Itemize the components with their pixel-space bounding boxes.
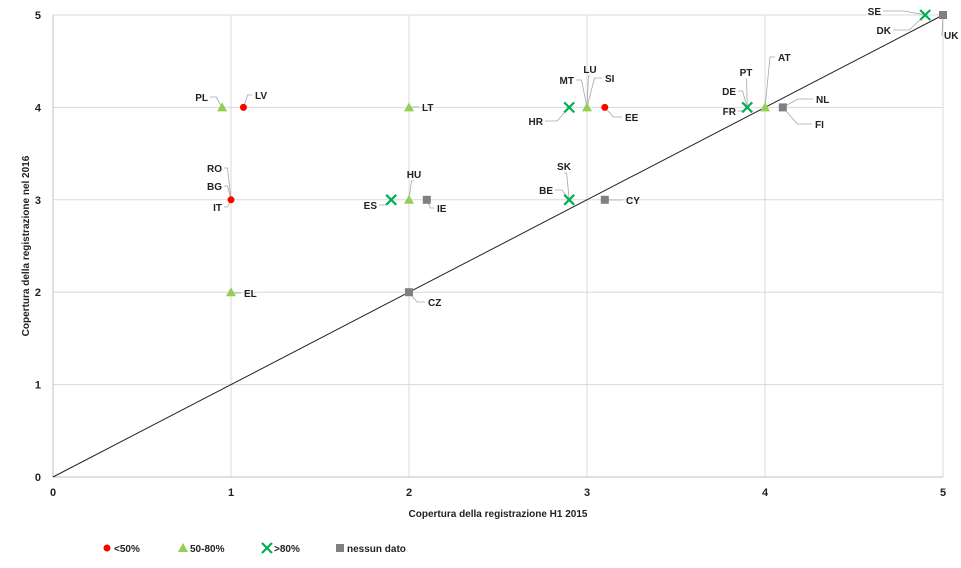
data-point: [582, 102, 592, 112]
data-point: [600, 195, 609, 204]
data-point: [422, 195, 431, 204]
legend-entry: nessun dato: [347, 544, 406, 555]
legend-marker: [336, 544, 344, 552]
point-label-ie: IE: [437, 204, 447, 215]
leader-line: [224, 185, 232, 200]
reference-line: [52, 14, 944, 478]
point-label-ro: RO: [207, 164, 222, 175]
leader-line: [564, 172, 570, 200]
point-label-se: SE: [868, 7, 882, 18]
leader-line: [586, 77, 602, 108]
point-label-nl: NL: [816, 95, 829, 106]
point-label-ee: EE: [625, 113, 639, 124]
point-label-el: EL: [244, 289, 257, 300]
leader-line: [604, 107, 622, 118]
point-label-sk: SK: [557, 162, 572, 173]
leader-line: [893, 14, 926, 31]
data-point: [563, 194, 575, 206]
point-label-hu: HU: [407, 170, 421, 181]
data-point: [601, 103, 609, 111]
legend-marker: [261, 542, 273, 554]
data-point: [226, 287, 236, 297]
leader-line: [210, 96, 223, 108]
leader-line: [576, 79, 588, 108]
point-label-de: DE: [722, 87, 736, 98]
data-point: [227, 196, 235, 204]
point-label-pt: PT: [740, 68, 753, 79]
legend-entry: >80%: [274, 544, 300, 555]
point-label-cz: CZ: [428, 298, 441, 309]
leader-line: [738, 90, 748, 108]
x-axis-title: Copertura della registrazione H1 2015: [409, 509, 588, 520]
point-label-it: IT: [213, 203, 222, 214]
x-tick-label: 3: [584, 487, 590, 499]
point-label-cy: CY: [626, 196, 640, 207]
x-tick-label: 5: [940, 487, 946, 499]
leader-line: [586, 75, 590, 108]
y-axis-title: Copertura della registrazione nel 2016: [21, 155, 32, 336]
leader-line: [782, 98, 813, 108]
leader-line: [883, 10, 926, 16]
data-point: [404, 102, 414, 112]
y-tick-label: 3: [35, 195, 41, 207]
data-point: [919, 9, 931, 21]
leader-line: [941, 14, 944, 36]
data-point: [405, 288, 413, 297]
leader-line: [408, 180, 414, 200]
leader-line: [746, 78, 748, 108]
data-point: [741, 101, 753, 114]
data-point: [404, 194, 414, 204]
point-label-bg: BG: [207, 182, 222, 193]
point-label-mt: MT: [560, 76, 574, 87]
data-point: [239, 103, 247, 111]
point-label-at: AT: [778, 53, 791, 64]
data-point: [385, 194, 397, 206]
y-tick-label: 5: [35, 10, 41, 22]
point-label-es: ES: [364, 201, 378, 212]
leader-line: [764, 56, 775, 108]
data-point: [778, 103, 787, 112]
point-label-fr: FR: [723, 107, 737, 118]
point-label-pl: PL: [195, 93, 208, 104]
point-label-hr: HR: [529, 117, 544, 128]
point-label-lt: LT: [422, 103, 433, 114]
point-label-be: BE: [539, 186, 553, 197]
point-label-si: SI: [605, 74, 615, 85]
x-tick-label: 1: [228, 487, 234, 499]
x-tick-label: 4: [762, 487, 769, 499]
leader-line: [243, 94, 252, 108]
data-point: [760, 102, 770, 112]
y-tick-label: 0: [35, 472, 41, 484]
y-tick-label: 4: [35, 102, 42, 114]
data-point: [563, 101, 575, 114]
point-label-lu: LU: [583, 65, 596, 76]
x-tick-label: 2: [406, 487, 412, 499]
y-tick-label: 1: [35, 380, 41, 392]
y-tick-label: 2: [35, 287, 41, 299]
legend-marker: [178, 543, 188, 552]
legend-entry: <50%: [114, 544, 140, 555]
leader-line: [545, 107, 570, 122]
point-label-fi: FI: [815, 120, 824, 131]
leader-line: [224, 167, 232, 200]
x-tick-label: 0: [50, 487, 56, 499]
leader-line: [782, 107, 812, 125]
legend-marker: [103, 544, 111, 552]
data-point: [939, 11, 947, 19]
legend-entry: 50-80%: [190, 544, 225, 555]
data-point: [217, 102, 228, 112]
point-label-lv: LV: [255, 91, 267, 102]
point-label-dk: DK: [877, 26, 892, 37]
point-label-uk: UK: [944, 31, 959, 42]
